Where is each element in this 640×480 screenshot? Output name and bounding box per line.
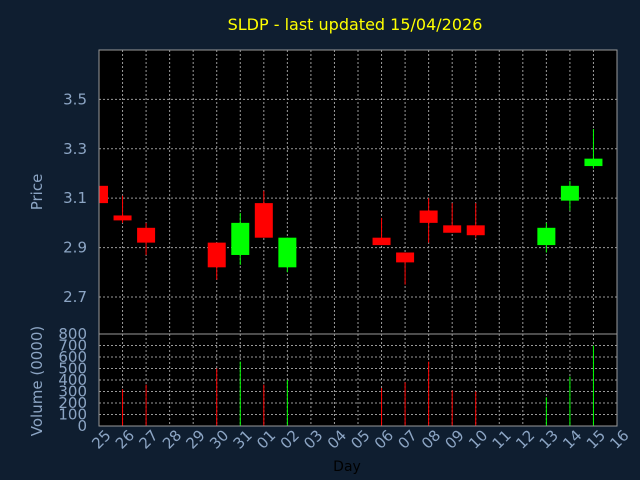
- volume-tick-label: 500: [58, 360, 87, 378]
- candle: [113, 195, 132, 223]
- candle-body: [372, 237, 391, 246]
- candle-body: [231, 222, 250, 255]
- candle-body: [99, 185, 108, 204]
- x-tick-label: 16: [606, 426, 632, 452]
- candle: [278, 237, 297, 273]
- candle: [98, 185, 108, 204]
- volume-tick-label: 200: [58, 394, 87, 412]
- candle: [231, 212, 250, 265]
- x-tick-label: 01: [253, 426, 279, 452]
- chart-title: SLDP - last updated 15/04/2026: [228, 15, 483, 34]
- candle: [443, 203, 462, 233]
- candle-body: [584, 158, 603, 167]
- x-tick-label: 15: [583, 426, 609, 452]
- x-tick-label: 13: [536, 426, 562, 452]
- x-tick-label: 29: [183, 426, 209, 452]
- x-tick-label: 30: [206, 426, 232, 452]
- candle-body: [207, 242, 226, 268]
- x-tick-label: 08: [418, 426, 444, 452]
- x-tick-label: 25: [88, 426, 114, 452]
- candle: [466, 203, 485, 238]
- candle-body: [419, 210, 438, 223]
- candle: [419, 198, 438, 243]
- price-tick-label: 2.9: [63, 239, 87, 257]
- candle: [207, 242, 226, 280]
- price-tick-label: 2.7: [63, 288, 87, 306]
- x-tick-label: 28: [159, 426, 185, 452]
- x-tick-label: 07: [394, 426, 420, 452]
- candle: [372, 217, 391, 246]
- volume-tick-label: 0: [77, 417, 87, 435]
- candle: [137, 222, 156, 255]
- candle-body: [560, 185, 579, 201]
- candle: [254, 190, 273, 238]
- candle: [560, 180, 579, 211]
- x-tick-label: 31: [230, 426, 256, 452]
- candle-body: [466, 225, 485, 236]
- volume-tick-label: 400: [58, 371, 87, 389]
- volume-tick-label: 300: [58, 383, 87, 401]
- candle-body: [396, 252, 415, 263]
- volume-tick-label: 600: [58, 348, 87, 366]
- candle-body: [537, 227, 556, 246]
- x-tick-label: 14: [559, 426, 585, 452]
- candle-body: [137, 227, 156, 243]
- candle-body: [278, 237, 297, 268]
- candle: [396, 252, 415, 285]
- candle: [584, 129, 603, 169]
- candle-body: [113, 215, 132, 221]
- x-tick-label: 06: [371, 426, 397, 452]
- price-tick-label: 3.3: [63, 140, 87, 158]
- x-tick-label: 03: [300, 426, 326, 452]
- candle: [537, 222, 556, 253]
- volume-axis-label: Volume (0000): [28, 326, 46, 436]
- x-tick-label: 11: [489, 426, 515, 452]
- volume-panel-border: [98, 333, 618, 427]
- x-tick-label: 04: [324, 426, 350, 452]
- volume-tick-label: 800: [58, 325, 87, 343]
- x-tick-label: 27: [135, 426, 161, 452]
- x-tick-label: 02: [277, 426, 303, 452]
- volume-tick-label: 100: [58, 406, 87, 424]
- volume-tick-label: 700: [58, 337, 87, 355]
- x-tick-label: 26: [112, 426, 138, 452]
- candle-body: [443, 225, 462, 233]
- candle-body: [254, 203, 273, 238]
- x-tick-label: 09: [442, 426, 468, 452]
- price-tick-label: 3.1: [63, 189, 87, 207]
- price-tick-label: 3.5: [63, 90, 87, 108]
- x-tick-label: 05: [347, 426, 373, 452]
- x-axis-label: Day: [333, 459, 361, 475]
- price-axis-label: Price: [28, 174, 46, 211]
- x-tick-label: 10: [465, 426, 491, 452]
- x-tick-label: 12: [512, 426, 538, 452]
